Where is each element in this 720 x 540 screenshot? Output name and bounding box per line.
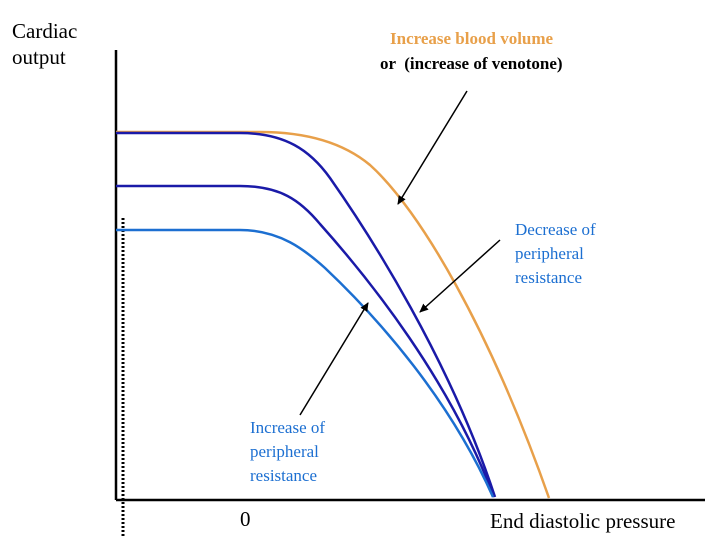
y-axis-label: Cardiac output [12,19,78,70]
increase-blood-volume-label: Increase blood volume [390,29,554,48]
arrow-blood-volume [397,90,468,205]
arrow-decrease-resistance [419,239,501,313]
x-axis-label: End diastolic pressure [490,509,676,533]
increase-resistance-label: Increase of peripheral resistance [250,418,326,485]
light-blue-curve-increase-resistance [116,228,495,498]
dark-blue-curve-middle [116,184,496,498]
origin-label: 0 [240,507,251,531]
arrow-increase-resistance [299,302,369,416]
decrease-resistance-label: Decrease of peripheral resistance [515,220,596,287]
venotone-label: or (increase of venotone) [380,54,563,73]
dark-blue-curve-top [116,131,497,498]
orange-curve-increase-blood-volume [116,130,551,499]
